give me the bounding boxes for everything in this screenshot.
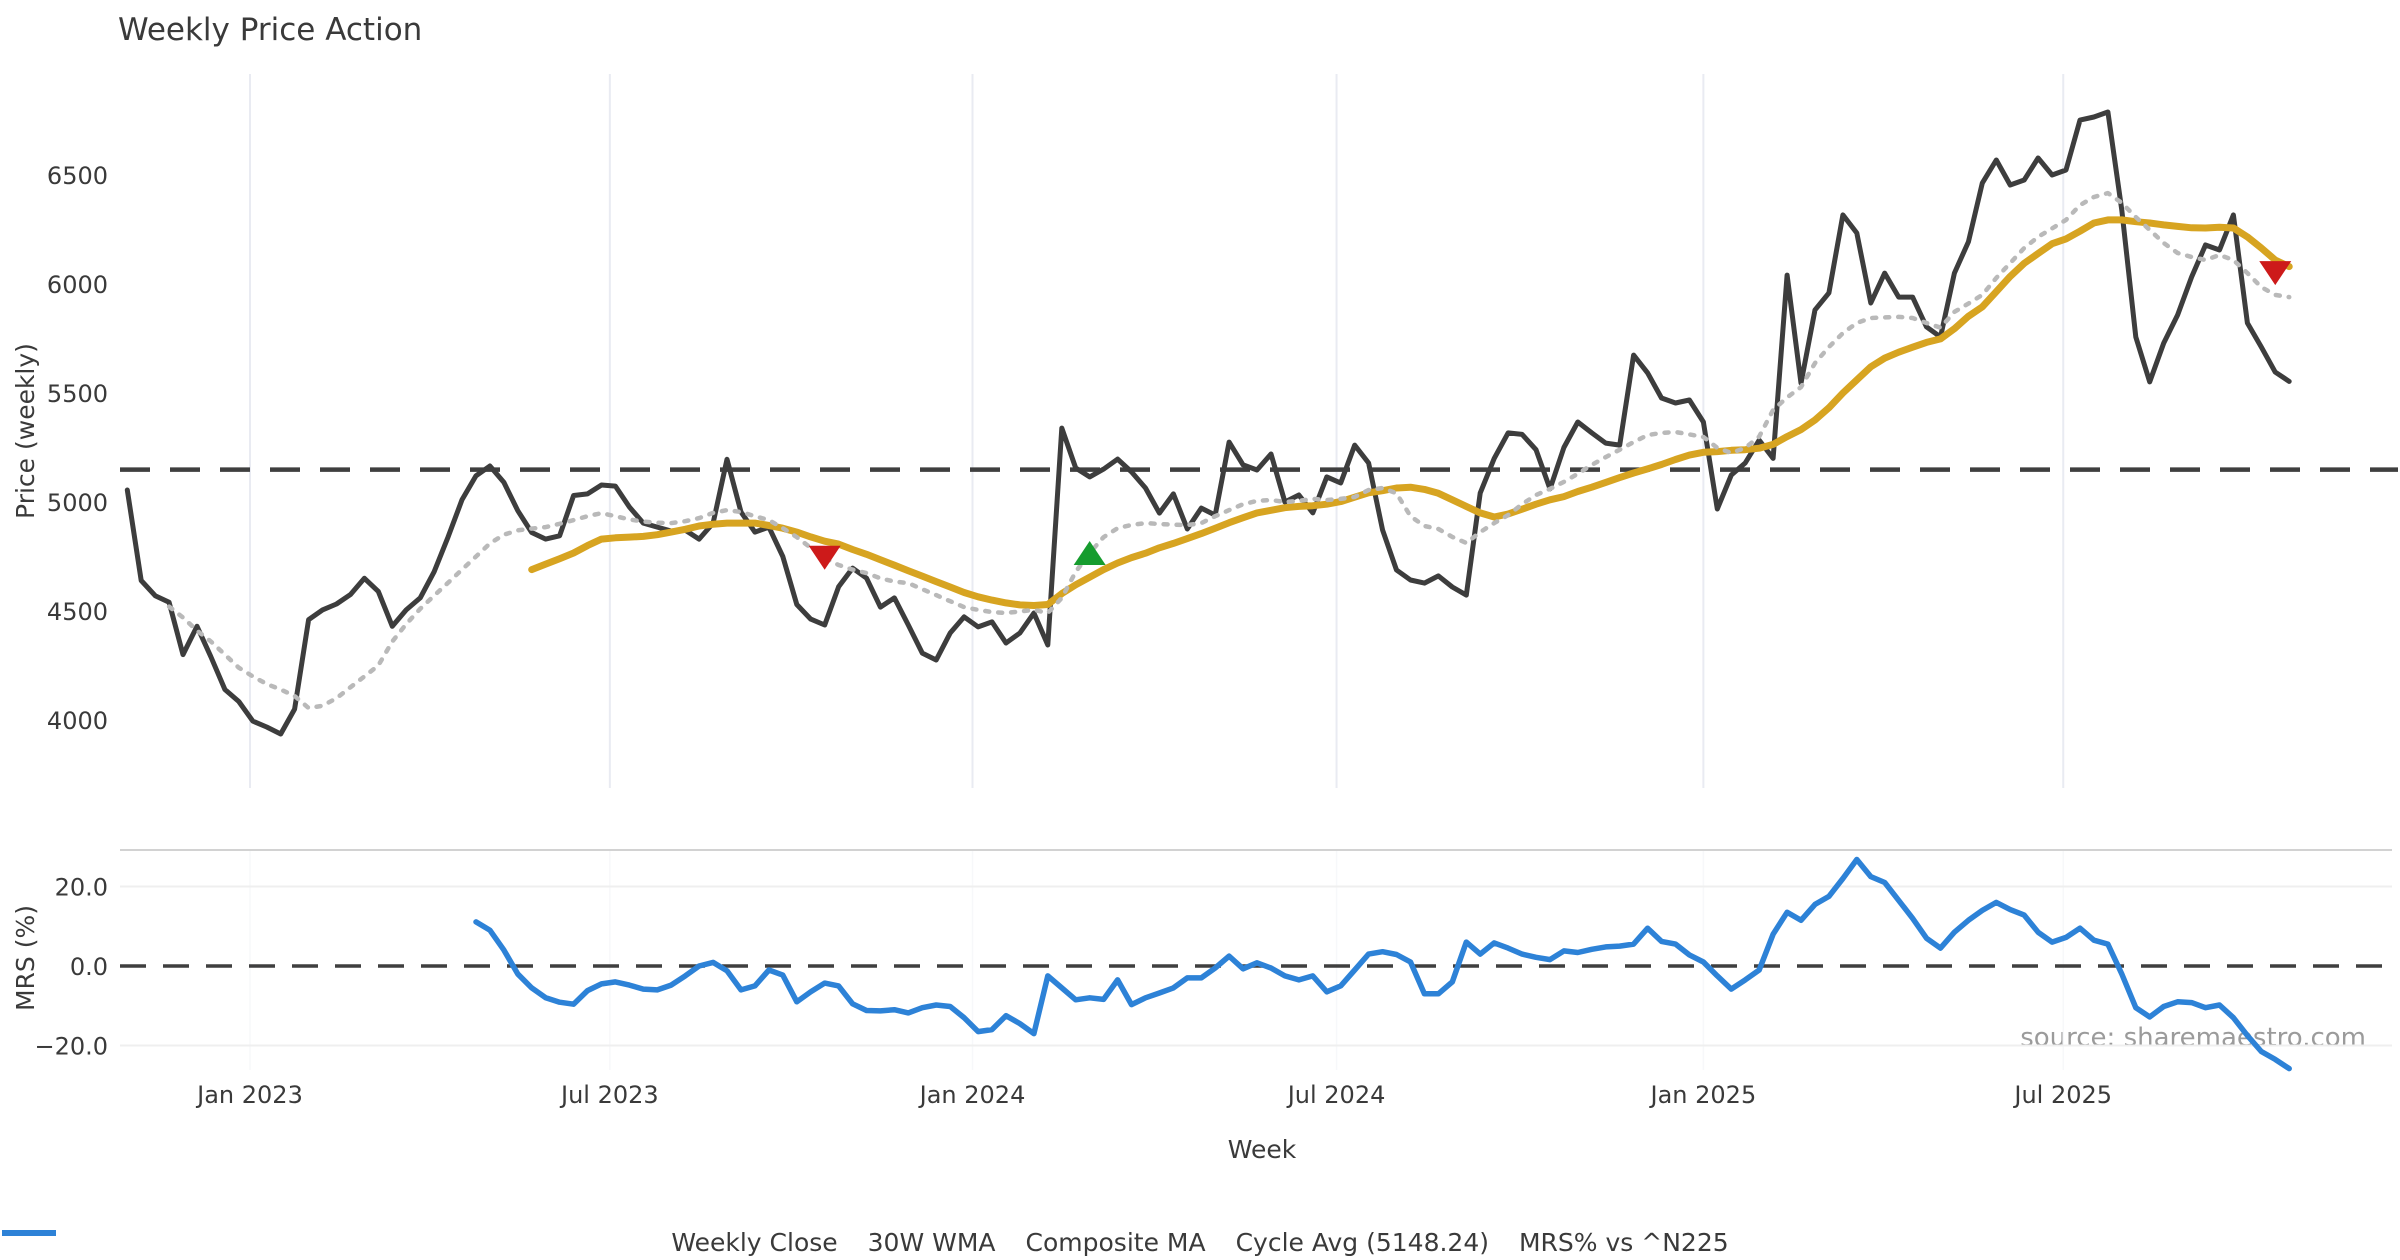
price-axis-label: Price (weekly) xyxy=(11,343,40,519)
legend-label: Weekly Close xyxy=(671,1228,838,1257)
legend-item-weekly-close: Weekly Close xyxy=(2,1228,838,1257)
price-tick-label: 5000 xyxy=(47,489,108,517)
x-tick-label: Jul 2025 xyxy=(2012,1081,2112,1109)
x-axis-title: Week xyxy=(1228,1135,1297,1164)
x-tick-label: Jan 2025 xyxy=(1649,1081,1757,1109)
source-note: source: sharemaestro.com xyxy=(2020,1023,2366,1053)
sell-signal-marker xyxy=(2259,261,2292,286)
mrs-tick-label: −20.0 xyxy=(34,1033,108,1061)
x-tick-label: Jan 2023 xyxy=(195,1081,303,1109)
series-mrs-vs-n225 xyxy=(473,856,2292,1072)
series-weekly-close xyxy=(124,109,2292,737)
page-title: Weekly Price Action xyxy=(118,12,422,48)
legend-label: MRS% vs ^N225 xyxy=(1518,1228,1729,1257)
grid-layer xyxy=(120,74,2392,1070)
mrs-axis-label: MRS (%) xyxy=(11,905,40,1011)
legend-item-cycle-avg-5148-24-: Cycle Avg (5148.24) xyxy=(2,1228,1489,1257)
price-tick-label: 4500 xyxy=(47,598,108,626)
x-tick-label: Jul 2024 xyxy=(1286,1081,1386,1109)
price-tick-label: 6500 xyxy=(47,162,108,190)
legend-item-composite-ma: Composite MA xyxy=(2,1228,1206,1257)
buy-signal-marker xyxy=(1073,541,1106,566)
x-tick-label: Jan 2024 xyxy=(918,1081,1026,1109)
series-30w-wma xyxy=(528,216,2293,609)
legend-item-mrs-vs-n225: MRS% vs ^N225 xyxy=(2,1228,1729,1257)
price-tick-label: 5500 xyxy=(47,380,108,408)
legend: Weekly Close 30W WMA Composite MA Cycle Avg… xyxy=(0,1228,2400,1257)
series-composite-ma xyxy=(166,190,2292,711)
legend-label: Composite MA xyxy=(1025,1228,1206,1257)
legend-item-30w-wma: 30W WMA xyxy=(2,1228,996,1257)
legend-swatch-solid xyxy=(2,1230,56,1236)
series-layer xyxy=(120,109,2398,1072)
price-tick-label: 4000 xyxy=(47,707,108,735)
legend-label: 30W WMA xyxy=(867,1228,996,1257)
legend-label: Cycle Avg (5148.24) xyxy=(1235,1228,1489,1257)
mrs-tick-label: 0.0 xyxy=(70,953,108,981)
x-tick-label: Jul 2023 xyxy=(559,1081,659,1109)
mrs-tick-label: 20.0 xyxy=(55,874,108,902)
price-tick-label: 6000 xyxy=(47,271,108,299)
sell-signal-marker xyxy=(808,545,841,570)
tick-layer: 4000 4500 5000 5500 6000 6500 −20.0 0.0 20.0 Jan … xyxy=(34,162,2112,1109)
